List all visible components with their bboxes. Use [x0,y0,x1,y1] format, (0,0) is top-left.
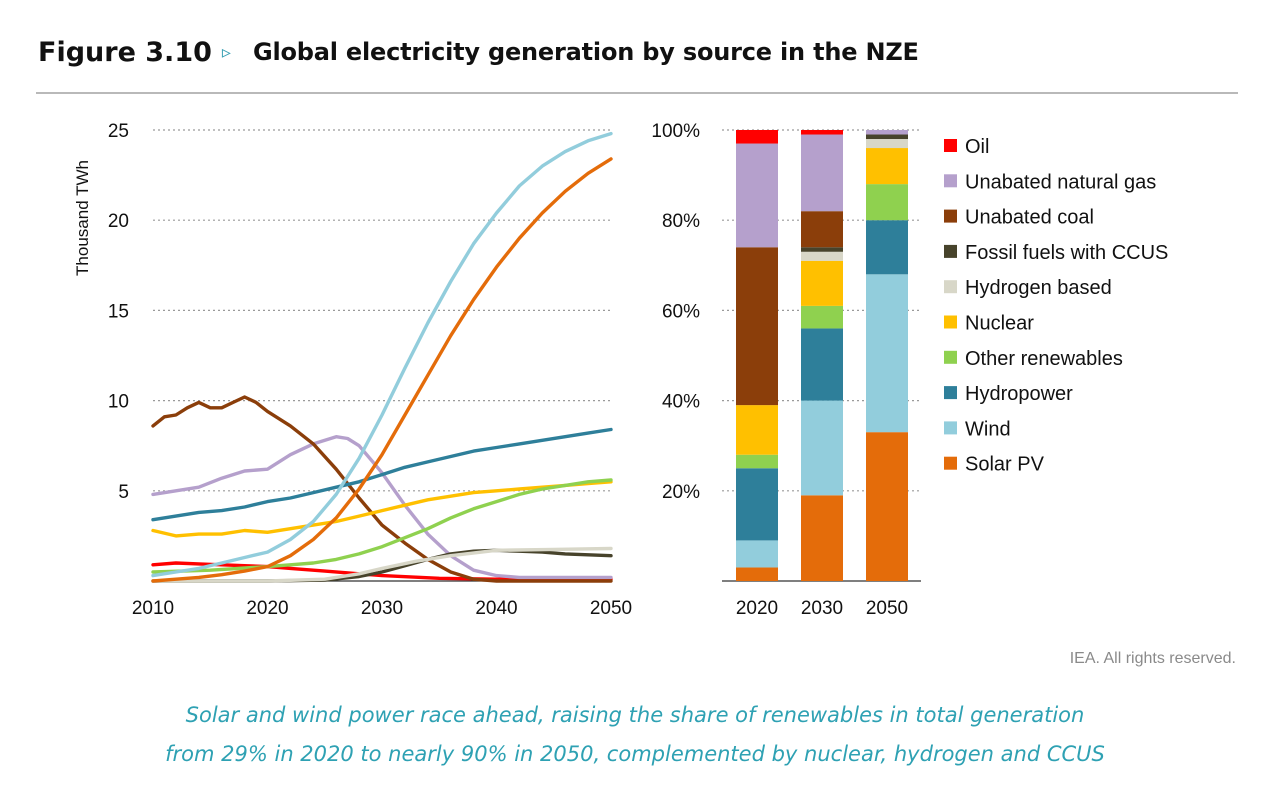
bar-segment-2020-nuclear [736,405,778,455]
bar-segment-2050-other-renewables [866,184,908,221]
line-series-other-renewables [151,478,613,574]
bar-segment-2020-other-renewables [736,454,778,469]
line-series-solar-pv [151,157,613,583]
legend-swatch-wind [944,421,957,435]
legend-swatch-fossil-fuels-with-ccus [944,244,957,258]
legend-swatch-hydrogen-based [944,280,957,294]
bar-segment-2030-other-renewables [801,305,843,329]
bar-segment-2030-unabated-coal [801,211,843,248]
bar-segment-2050-fossil-fuels-with-ccus [866,134,908,140]
bar-segment-2030-fossil-fuels-with-ccus [801,247,843,252]
legend-label-hydrogen-based: Hydrogen based [965,277,1112,299]
legend-swatch-unabated-natural-gas [944,174,957,188]
x-tick-label-2020: 2020 [246,598,288,619]
x-tick-label-2040: 2040 [475,598,517,619]
bar-segment-2030-hydrogen-based [801,251,843,261]
triangle-arrow-icon: ▹ [221,41,231,63]
legend-swatch-oil [944,139,957,152]
line-series-hydrogen-based [151,546,613,583]
copyright-credit: IEA. All rights reserved. [1069,650,1236,667]
line-series-unabated-coal [151,395,613,583]
x-tick-label-2050: 2050 [590,598,632,619]
caption-line-2: from 29% in 2020 to nearly 90% in 2050, … [165,742,1105,766]
y-tick-label-15: 15 [108,301,129,322]
y-tick-label-20: 20 [108,211,129,232]
line-series-nuclear [151,480,613,538]
bar-segment-2050-hydrogen-based [866,139,908,149]
bar-segment-2030-hydropower [801,328,843,401]
bar-segment-2050-solar-pv [866,432,908,581]
bar-y-tick-label-40: 40% [662,392,700,413]
bar-y-tick-label-20: 20% [662,482,700,503]
figure-number: Figure 3.10 [38,36,212,68]
bar-segment-2020-wind [736,540,778,568]
legend-label-unabated-natural-gas: Unabated natural gas [965,171,1156,193]
y-tick-label-25: 25 [108,121,129,142]
bar-segment-2050-wind [866,274,908,433]
legend-label-wind: Wind [965,418,1011,440]
bar-category-label-2050: 2050 [866,598,908,619]
bar-segment-2030-wind [801,400,843,496]
line-series-unabated-natural-gas [151,435,613,580]
y-axis-label: Thousand TWh [73,160,92,276]
bar-segment-2030-solar-pv [801,495,843,581]
line-chart: 5 10 15 20 25 2010 2020 2030 2040 2050 Thousand TW… [73,121,632,619]
legend-label-nuclear: Nuclear [965,313,1034,335]
caption-line-1: Solar and wind power race ahead, raising… [185,703,1085,727]
legend-label-fossil-fuels-with-ccus: Fossil fuels with CCUS [965,242,1168,264]
x-tick-label-2010: 2010 [132,598,174,619]
figure-header: Figure 3.10 ▹ Global electricity generat… [38,30,919,74]
line-series-wind [151,131,613,578]
legend-swatch-nuclear [944,315,957,329]
stacked-bar-chart: 20% 40% 60% 80% 100% 2020 2030 2050 [651,121,921,619]
legend-label-hydropower: Hydropower [965,383,1073,405]
bar-segment-2020-oil [736,130,778,144]
x-tick-label-2030: 2030 [361,598,403,619]
legend-swatch-other-renewables [944,350,957,364]
legend-swatch-hydropower [944,386,957,400]
bar-segment-2050-hydropower [866,220,908,275]
y-tick-label-10: 10 [108,392,129,413]
bar-y-tick-label-80: 80% [662,211,700,232]
bar-category-label-2030: 2030 [801,598,843,619]
legend-label-solar-pv: Solar PV [965,454,1045,476]
legend-label-unabated-coal: Unabated coal [965,207,1094,229]
bar-y-tick-label-100: 100% [651,121,700,142]
bar-segment-2030-nuclear [801,260,843,306]
header-divider [36,92,1238,94]
bar-segment-2050-nuclear [866,148,908,185]
bar-segment-2030-oil [801,130,843,135]
y-tick-label-5: 5 [118,482,129,503]
legend-label-other-renewables: Other renewables [965,348,1123,370]
bar-segment-2030-unabated-natural-gas [801,134,843,212]
bar-segment-2020-hydropower [736,468,778,541]
chart-legend: Oil Unabated natural gas Unabated coal Foss… [944,136,1168,476]
bar-segment-2020-unabated-natural-gas [736,143,778,248]
legend-label-oil: Oil [965,136,989,158]
bar-segment-2020-solar-pv [736,567,778,581]
legend-swatch-solar-pv [944,456,957,470]
bar-segment-2050-unabated-natural-gas [866,130,908,135]
bar-category-label-2020: 2020 [736,598,778,619]
bar-segment-2020-unabated-coal [736,247,778,406]
line-series-hydropower [151,427,613,522]
bar-y-tick-label-60: 60% [662,301,700,322]
legend-swatch-unabated-coal [944,209,957,223]
figure-title: Global electricity generation by source … [252,38,919,66]
